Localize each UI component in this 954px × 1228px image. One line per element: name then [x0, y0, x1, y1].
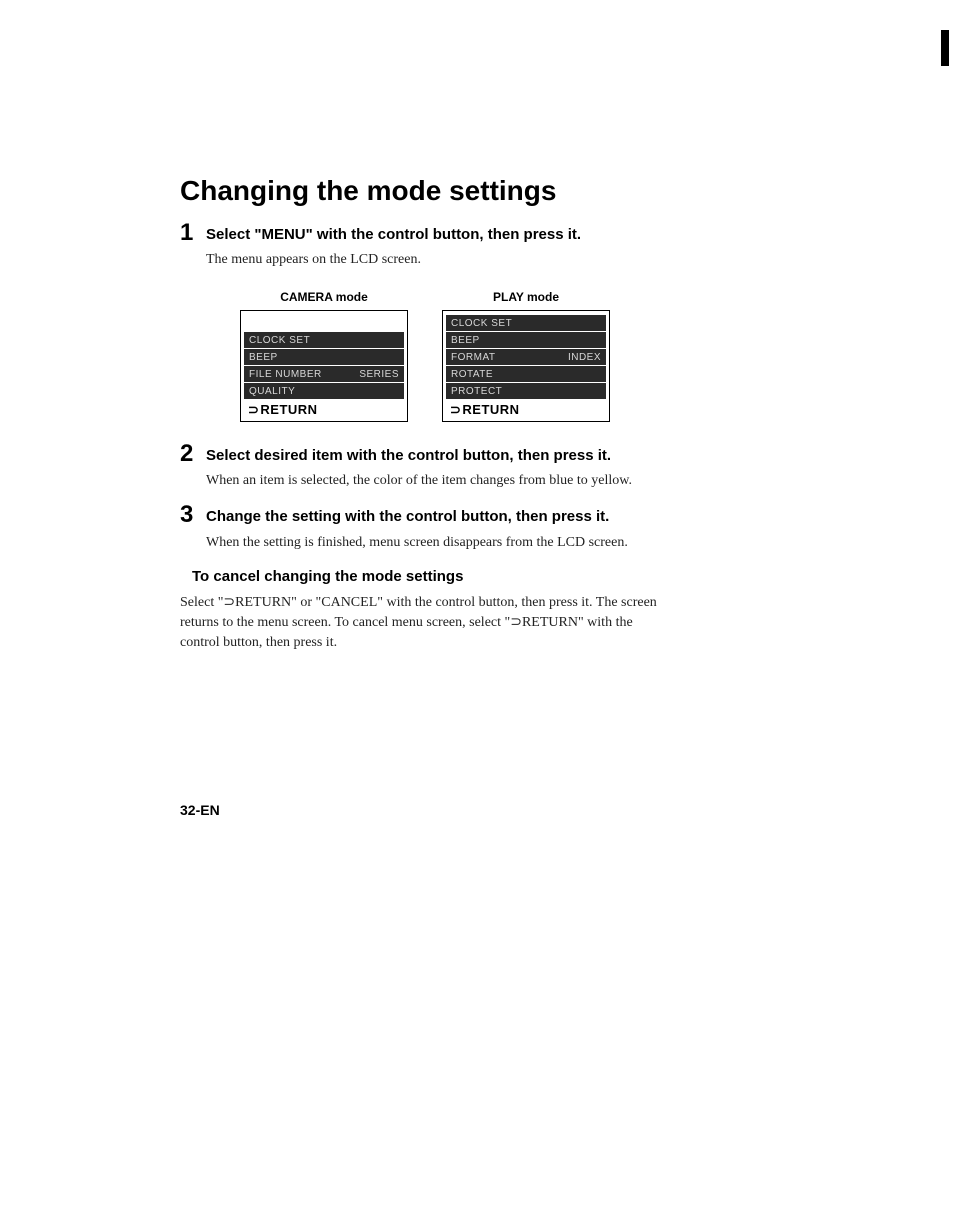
page-edge-mark	[941, 30, 949, 66]
step-body: The menu appears on the LCD screen.	[206, 251, 864, 270]
camera-mode-column: CAMERA mode CLOCK SET BEEP FILE NUMBERSE…	[240, 290, 408, 422]
camera-mode-label: CAMERA mode	[280, 290, 368, 304]
menu-row: PROTECT	[446, 383, 606, 399]
step-2: 2 Select desired item with the control b…	[180, 446, 864, 491]
page-number: 32-EN	[180, 802, 864, 818]
play-mode-column: PLAY mode CLOCK SET BEEP FORMATINDEX ROT…	[442, 290, 610, 422]
step-body: When an item is selected, the color of t…	[206, 472, 864, 491]
return-row: RETURN	[446, 400, 606, 418]
cancel-body: Select "⊃RETURN" or "CANCEL" with the co…	[180, 593, 660, 652]
menu-row: BEEP	[244, 349, 404, 365]
return-row: RETURN	[244, 400, 404, 418]
step-number: 3	[180, 501, 193, 529]
step-number: 2	[180, 440, 193, 468]
lcd-screens: CAMERA mode CLOCK SET BEEP FILE NUMBERSE…	[240, 290, 864, 422]
menu-row: CLOCK SET	[446, 315, 606, 331]
menu-row: FILE NUMBERSERIES	[244, 366, 404, 382]
step-body: When the setting is finished, menu scree…	[206, 534, 864, 553]
menu-row: FORMATINDEX	[446, 349, 606, 365]
menu-row: ROTATE	[446, 366, 606, 382]
step-heading: Select desired item with the control but…	[206, 446, 864, 466]
step-heading: Change the setting with the control butt…	[206, 507, 864, 527]
step-3: 3 Change the setting with the control bu…	[180, 507, 864, 552]
camera-mode-screen: CLOCK SET BEEP FILE NUMBERSERIES QUALITY…	[240, 310, 408, 422]
step-number: 1	[180, 219, 193, 247]
play-mode-screen: CLOCK SET BEEP FORMATINDEX ROTATE PROTEC…	[442, 310, 610, 422]
step-1: 1 Select "MENU" with the control button,…	[180, 225, 864, 270]
menu-row: BEEP	[446, 332, 606, 348]
step-heading: Select "MENU" with the control button, t…	[206, 225, 864, 245]
page-title: Changing the mode settings	[180, 175, 864, 207]
cancel-heading: To cancel changing the mode settings	[192, 568, 864, 585]
menu-row: QUALITY	[244, 383, 404, 399]
page-content: Changing the mode settings 1 Select "MEN…	[0, 0, 954, 818]
play-mode-label: PLAY mode	[493, 290, 559, 304]
menu-row: CLOCK SET	[244, 332, 404, 348]
